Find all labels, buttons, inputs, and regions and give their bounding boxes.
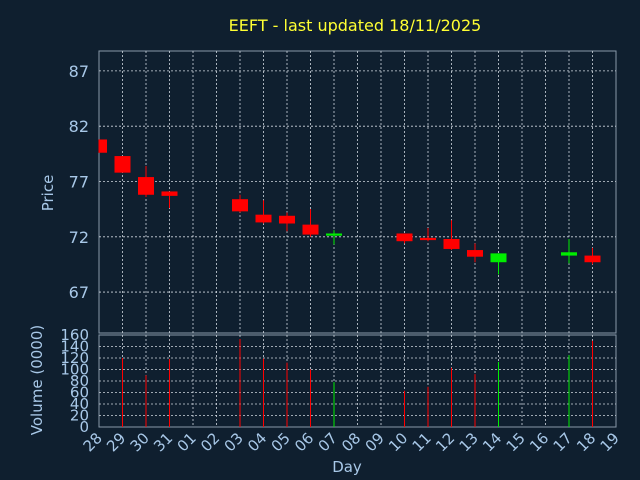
candle-body	[443, 239, 460, 249]
x-tick-label: 13	[456, 429, 482, 455]
price-tick-label: 87	[69, 62, 89, 81]
candle-body	[255, 214, 272, 223]
volume-tick-label: 80	[70, 372, 89, 390]
volume-tick-label: 40	[70, 395, 89, 413]
candle-body	[138, 177, 154, 195]
x-tick-label: 07	[315, 429, 341, 455]
price-tick-label: 72	[69, 228, 89, 247]
candle-body	[161, 191, 178, 196]
price-panel: 67 72 77 82 87	[69, 50, 617, 334]
candle-body	[396, 233, 413, 242]
x-tick-label: 09	[362, 429, 388, 455]
x-tick-label: 19	[597, 429, 623, 455]
x-tick-label: 16	[526, 429, 552, 455]
volume-tick-label: 0	[79, 418, 89, 436]
x-tick-label: 14	[479, 429, 505, 455]
x-tick-label: 02	[197, 429, 223, 455]
candle-body	[232, 199, 248, 212]
candle-body	[561, 252, 577, 256]
x-tick-label: 11	[409, 429, 435, 455]
x-tick-label: 04	[244, 429, 270, 455]
price-axis-label: Price	[39, 175, 57, 212]
volume-tick-label: 100	[60, 361, 89, 379]
candle-body	[467, 250, 483, 257]
x-tick-label: 29	[103, 429, 129, 455]
x-axis-ticks: 2829303101020304050607080910111213141516…	[80, 429, 623, 455]
volume-tick-label: 160	[60, 326, 89, 344]
candle-body	[490, 253, 507, 263]
volume-tick-label: 120	[60, 349, 89, 367]
x-tick-label: 06	[291, 429, 317, 455]
volume-tick-label: 140	[60, 338, 89, 356]
candle-body	[99, 139, 107, 153]
x-tick-label: 01	[174, 429, 200, 455]
price-tick-label: 67	[69, 283, 89, 302]
volume-tick-label: 60	[70, 384, 89, 402]
candle-body	[114, 156, 131, 173]
x-tick-label: 30	[127, 429, 153, 455]
x-tick-label: 12	[432, 429, 458, 455]
x-tick-label: 03	[221, 429, 247, 455]
candle-body	[326, 233, 342, 236]
volume-axis-label: Volume (0000)	[28, 325, 46, 435]
x-tick-label: 17	[550, 429, 576, 455]
candle-body	[279, 215, 295, 224]
x-tick-label: 10	[385, 429, 411, 455]
x-tick-label: 05	[268, 429, 294, 455]
price-tick-label: 82	[69, 117, 89, 136]
candle-body	[420, 237, 436, 241]
x-tick-label: 18	[573, 429, 599, 455]
volume-tick-label: 20	[70, 407, 89, 425]
x-tick-label: 31	[150, 429, 176, 455]
chart-title: EEFT - last updated 18/11/2025	[229, 16, 482, 35]
x-axis-label: Day	[332, 458, 362, 476]
price-tick-label: 77	[69, 172, 89, 191]
candle-body	[584, 255, 601, 263]
x-tick-label: 08	[338, 429, 364, 455]
candle-body	[302, 224, 319, 235]
x-tick-label: 15	[503, 429, 529, 455]
